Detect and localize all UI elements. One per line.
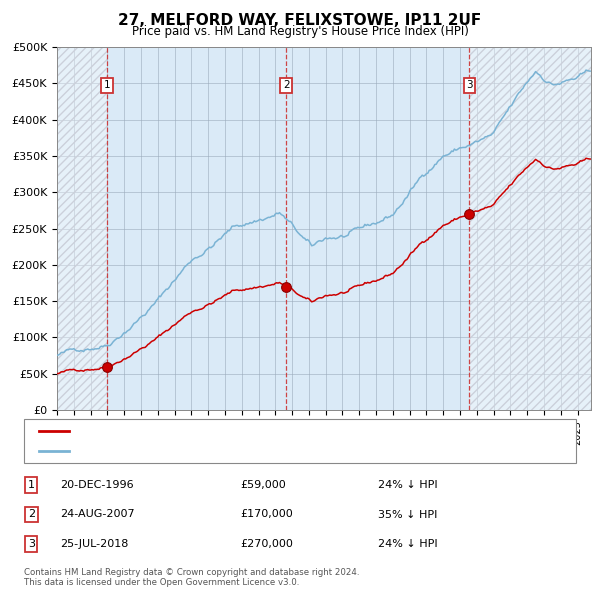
Text: 1: 1 — [28, 480, 35, 490]
Text: 2: 2 — [28, 510, 35, 519]
Text: 25-JUL-2018: 25-JUL-2018 — [60, 539, 128, 549]
Text: £170,000: £170,000 — [240, 510, 293, 519]
Text: Price paid vs. HM Land Registry's House Price Index (HPI): Price paid vs. HM Land Registry's House … — [131, 25, 469, 38]
Text: 3: 3 — [28, 539, 35, 549]
Text: Contains HM Land Registry data © Crown copyright and database right 2024.
This d: Contains HM Land Registry data © Crown c… — [24, 568, 359, 587]
Text: 27, MELFORD WAY, FELIXSTOWE, IP11 2UF (detached house): 27, MELFORD WAY, FELIXSTOWE, IP11 2UF (d… — [75, 427, 407, 436]
Text: 24% ↓ HPI: 24% ↓ HPI — [378, 480, 437, 490]
Text: 24% ↓ HPI: 24% ↓ HPI — [378, 539, 437, 549]
Text: HPI: Average price, detached house, East Suffolk: HPI: Average price, detached house, East… — [75, 446, 342, 455]
Text: £270,000: £270,000 — [240, 539, 293, 549]
Text: 2: 2 — [283, 80, 290, 90]
Text: 3: 3 — [466, 80, 473, 90]
Text: 35% ↓ HPI: 35% ↓ HPI — [378, 510, 437, 519]
Text: £59,000: £59,000 — [240, 480, 286, 490]
Text: 24-AUG-2007: 24-AUG-2007 — [60, 510, 134, 519]
Text: 27, MELFORD WAY, FELIXSTOWE, IP11 2UF: 27, MELFORD WAY, FELIXSTOWE, IP11 2UF — [118, 13, 482, 28]
Text: 1: 1 — [104, 80, 110, 90]
Text: 20-DEC-1996: 20-DEC-1996 — [60, 480, 134, 490]
